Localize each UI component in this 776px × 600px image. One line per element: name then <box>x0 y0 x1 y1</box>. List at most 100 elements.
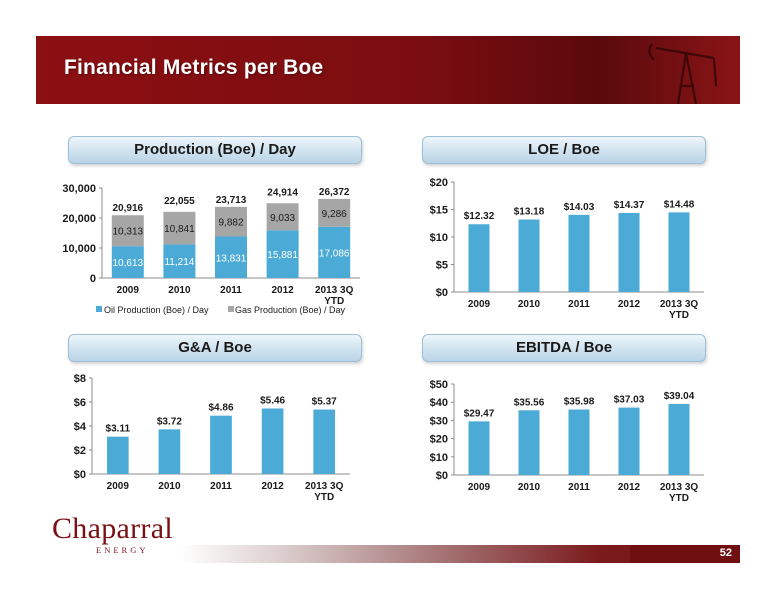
data-label: $35.56 <box>514 397 545 408</box>
y-tick-label: $8 <box>74 373 86 385</box>
x-tick-label: 2009 <box>468 482 491 493</box>
x-tick-label: 2012 <box>618 482 641 493</box>
data-label-gas: 9,882 <box>218 218 243 229</box>
bar-oil <box>111 246 144 278</box>
bar-gas <box>266 203 299 231</box>
total-label: 20,916 <box>113 203 144 214</box>
data-label-gas: 9,286 <box>322 209 347 220</box>
y-tick-label: $50 <box>430 379 448 391</box>
data-label: $5.46 <box>260 395 285 406</box>
bar <box>468 224 490 292</box>
logo-wordmark: Chaparral <box>52 512 173 545</box>
y-tick-label: 20,000 <box>62 213 96 225</box>
x-tick-label: 2011 <box>568 482 590 493</box>
y-tick-label: $20 <box>430 177 448 189</box>
total-label: 26,372 <box>319 187 350 198</box>
y-tick-label: $5 <box>436 260 448 272</box>
legend-swatch-gas <box>228 306 234 312</box>
data-label: $14.48 <box>664 199 695 210</box>
data-label: $37.03 <box>614 395 645 406</box>
y-tick-label: $4 <box>74 421 87 433</box>
logo-subtext: ENERGY <box>96 545 149 555</box>
y-tick-label: $20 <box>430 434 448 446</box>
y-tick-label: $2 <box>74 445 86 457</box>
bar-gas <box>215 206 247 237</box>
total-label: 23,713 <box>216 195 247 206</box>
data-label-oil: 17,086 <box>319 248 350 259</box>
x-tick-label: 2010 <box>158 481 181 492</box>
bar <box>210 415 232 474</box>
x-tick-label: 2013 3Q YTD <box>315 285 354 307</box>
footer-bar <box>180 545 740 563</box>
bar <box>106 436 129 474</box>
bar-oil <box>266 230 299 278</box>
data-label: $12.32 <box>464 211 495 222</box>
bar <box>261 408 284 474</box>
x-tick-label: 2011 <box>220 285 242 296</box>
slide-title: Financial Metrics per Boe <box>64 56 324 79</box>
y-tick-label: 30,000 <box>62 183 96 195</box>
legend-label-gas: Gas Production (Boe) / Day <box>235 305 346 315</box>
production-chart-title: Production (Boe) / Day <box>68 136 362 164</box>
x-tick-label: 2012 <box>271 285 294 296</box>
y-tick-label: $6 <box>74 397 86 409</box>
total-label: 24,914 <box>267 187 298 198</box>
data-label: $39.04 <box>664 391 695 402</box>
x-tick-label: 2012 <box>618 299 641 310</box>
data-label: $5.37 <box>312 397 337 408</box>
legend-swatch-oil <box>96 306 102 312</box>
bar <box>158 429 181 474</box>
loe-chart: $0 $5 $10 $15 $20 $12.32 2009 $13.18 2010 $14.03 2… <box>414 172 714 329</box>
bar <box>618 407 640 475</box>
y-tick-label: $10 <box>430 452 448 464</box>
y-tick-label: 10,000 <box>62 243 96 255</box>
x-tick-label: 2013 3Q YTD <box>305 481 344 503</box>
bar-oil <box>163 244 196 278</box>
data-label: $35.98 <box>564 397 595 408</box>
data-label: $14.03 <box>564 202 595 213</box>
data-label: $29.47 <box>464 408 495 419</box>
y-tick-label: 0 <box>90 273 96 285</box>
bar <box>568 409 590 475</box>
bar <box>618 212 640 292</box>
data-label: $4.86 <box>208 403 233 414</box>
ga-chart: $0 $2 $4 $6 $8 $3.11 2009 $3.72 2010 $4.86 2011 $5.… <box>40 368 370 513</box>
ebitda-chart-title: EBITDA / Boe <box>422 334 706 362</box>
data-label: $14.37 <box>614 200 645 211</box>
x-tick-label: 2011 <box>210 481 232 492</box>
data-label-gas: 10,841 <box>164 224 195 235</box>
bar <box>568 214 590 292</box>
x-tick-label: 2010 <box>518 299 541 310</box>
x-tick-label: 2009 <box>468 299 491 310</box>
data-label-oil: 10,613 <box>113 258 144 269</box>
bar-gas <box>163 211 196 245</box>
data-label-oil: 13,831 <box>216 253 247 264</box>
x-tick-label: 2010 <box>168 285 191 296</box>
bar <box>668 403 690 475</box>
legend-label-oil: Oil Production (Boe) / Day <box>104 305 209 315</box>
data-label-gas: 10,313 <box>113 227 144 238</box>
data-label-oil: 15,881 <box>267 250 298 261</box>
pumpjack-icon <box>648 43 718 104</box>
bar <box>668 212 690 292</box>
x-tick-label: 2012 <box>261 481 284 492</box>
page-number: 52 <box>719 547 732 559</box>
y-tick-label: $10 <box>430 232 448 244</box>
title-banner: Financial Metrics per Boe <box>36 36 740 104</box>
bar-gas <box>318 198 351 227</box>
x-tick-label: 2013 3Q YTD <box>660 482 699 504</box>
y-tick-label: $15 <box>430 205 448 217</box>
y-tick-label: $0 <box>436 470 448 482</box>
total-label: 22,055 <box>164 196 195 207</box>
y-tick-label: $0 <box>436 287 448 299</box>
x-tick-label: 2013 3Q YTD <box>660 299 699 321</box>
production-chart: 0 10,000 20,000 30,000 10,613 10,313 20,916 200… <box>40 172 370 329</box>
bar-oil <box>318 226 351 278</box>
data-label: $13.18 <box>514 207 545 218</box>
bar-gas <box>111 215 144 247</box>
data-label-gas: 9,033 <box>270 213 295 224</box>
bar <box>468 421 490 475</box>
bar <box>518 410 540 475</box>
bar <box>518 219 540 292</box>
data-label: $3.11 <box>106 424 131 435</box>
